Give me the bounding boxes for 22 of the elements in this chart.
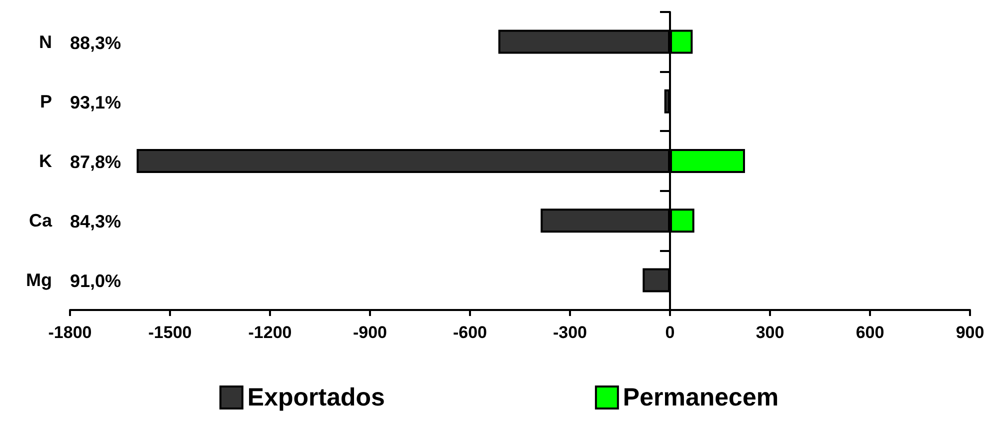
y-tick-label: K bbox=[39, 151, 52, 171]
annotation: 93,1% bbox=[70, 92, 122, 112]
y-tick-label: P bbox=[40, 91, 52, 112]
x-tick-label: 300 bbox=[756, 323, 784, 342]
legend-label: Permanecem bbox=[622, 384, 779, 412]
x-tick-label: -1500 bbox=[148, 323, 192, 342]
y-tick-label: Ca bbox=[28, 210, 53, 231]
x-tick-label: -1800 bbox=[48, 323, 92, 342]
x-tick-label: -900 bbox=[352, 323, 388, 342]
x-tick-label: 0 bbox=[665, 323, 675, 342]
annotation: 88,3% bbox=[70, 32, 122, 53]
y-tick-label: Mg bbox=[26, 270, 52, 290]
x-tick-label: -600 bbox=[452, 323, 488, 342]
x-tick-label: 600 bbox=[856, 323, 884, 342]
y-tick-label: N bbox=[39, 32, 52, 52]
annotation: 91,0% bbox=[70, 271, 122, 292]
annotation: 84,3% bbox=[70, 212, 122, 232]
annotation: 87,8% bbox=[70, 152, 122, 172]
x-tick-label: -1200 bbox=[248, 323, 292, 342]
x-tick-label: -300 bbox=[552, 323, 588, 342]
x-tick-label: 900 bbox=[956, 323, 984, 342]
legend-label: Exportados bbox=[247, 384, 385, 412]
